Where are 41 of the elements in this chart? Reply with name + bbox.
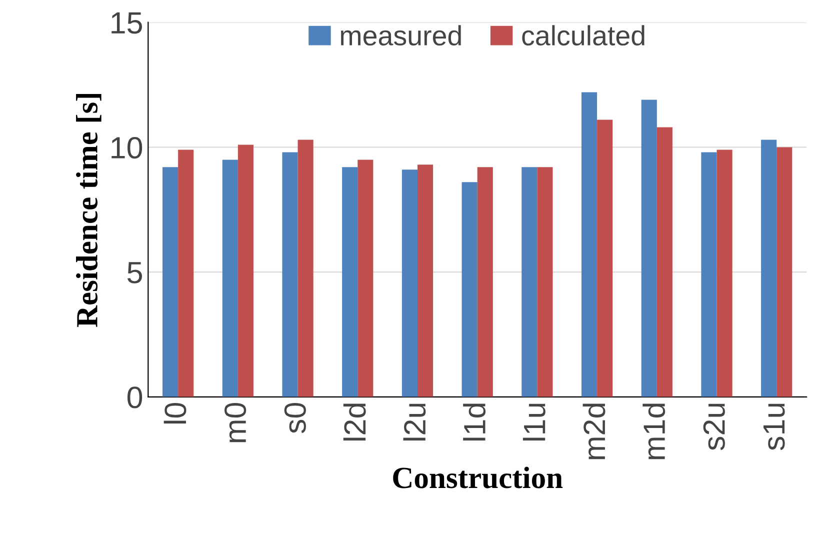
bar bbox=[761, 140, 777, 397]
x-tick-label: l1u bbox=[522, 404, 546, 440]
bar bbox=[298, 140, 314, 397]
bar bbox=[537, 167, 553, 397]
legend-label: calculated bbox=[522, 25, 644, 46]
bar bbox=[641, 100, 657, 397]
bar bbox=[402, 170, 418, 397]
y-axis-title: Residence time [s] bbox=[76, 94, 102, 328]
x-tick-label: l2d bbox=[343, 404, 366, 440]
x-tick-label: l1d bbox=[463, 404, 486, 440]
bar bbox=[701, 152, 717, 397]
bar bbox=[462, 182, 478, 397]
bar bbox=[282, 152, 298, 397]
x-tick-label: s0 bbox=[284, 402, 306, 434]
y-tick-label: 0 bbox=[127, 386, 142, 408]
bar bbox=[656, 127, 672, 397]
x-tick-label: m0 bbox=[224, 402, 246, 442]
bar bbox=[358, 160, 374, 397]
bar bbox=[776, 147, 792, 397]
bar bbox=[222, 160, 238, 397]
bar bbox=[417, 164, 434, 397]
x-tick-label: l0 bbox=[164, 402, 186, 424]
bar bbox=[162, 167, 178, 397]
x-axis-title: Construction bbox=[393, 466, 563, 488]
bar bbox=[522, 167, 538, 397]
y-tick-label: 15 bbox=[112, 12, 142, 34]
x-tick-label: s1u bbox=[763, 404, 785, 450]
x-tick-label: s2u bbox=[703, 404, 725, 450]
bar bbox=[238, 144, 254, 397]
x-tick-label: l2u bbox=[403, 404, 426, 440]
bar bbox=[597, 120, 613, 397]
legend-label: measured bbox=[341, 25, 461, 46]
bar bbox=[342, 167, 358, 397]
bar bbox=[716, 150, 732, 397]
x-tick-label: m1d bbox=[642, 404, 666, 460]
bar bbox=[178, 150, 194, 397]
y-tick-label: 10 bbox=[112, 136, 142, 159]
bar bbox=[581, 92, 598, 397]
x-tick-label: m2d bbox=[582, 404, 606, 460]
y-tick-label: 5 bbox=[128, 262, 142, 284]
bar bbox=[477, 167, 493, 397]
